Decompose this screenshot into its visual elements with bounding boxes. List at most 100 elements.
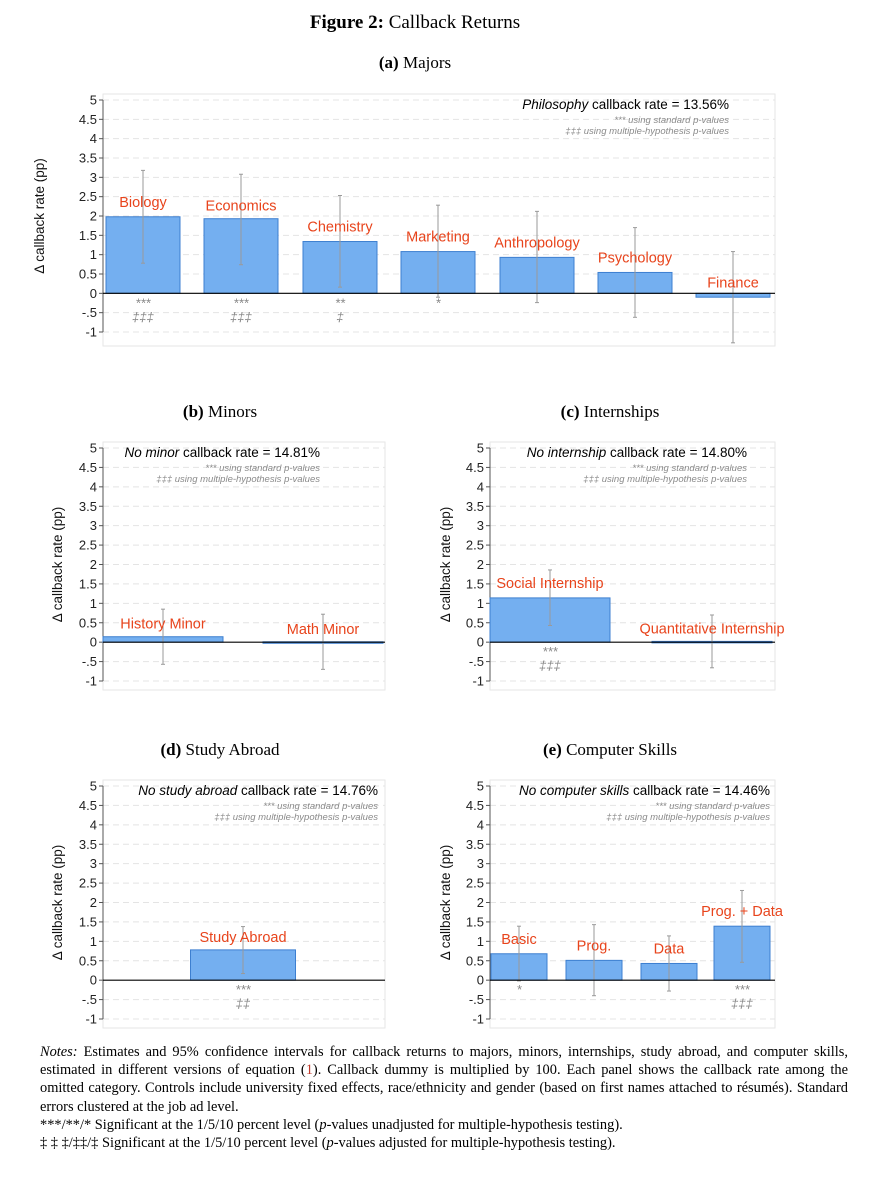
significance-stars-1: *** [233,295,249,310]
category-label-0: Study Abroad [199,930,286,946]
y-tick-label: -.5 [82,654,97,669]
baseline-callback-rate: Philosophy callback rate = 13.56% [522,97,729,112]
y-tick-label: 3 [477,518,484,533]
note-standard-p: *** using standard p-values [205,463,320,474]
baseline-rate: callback rate = 14.46% [629,783,770,798]
baseline-rate: callback rate = 14.76% [237,783,378,798]
panel-d-title: (d) Study Abroad [160,740,280,759]
y-tick-label: 1 [477,596,484,611]
significance-daggers-3: ‡‡‡ [731,996,753,1011]
y-tick-label: 2.5 [79,876,97,891]
y-tick-label: 2.5 [79,189,97,204]
note-multiple-p: ‡‡‡ using multiple-hypothesis p-values [156,474,320,485]
category-label-1: Economics [206,199,277,215]
category-label-3: Marketing [406,230,470,246]
chart-panel-majors: 5 4.5 4 3.5 3 2.5 2 1.5 1 0.5 0 -.5 -1 Δ callback rat… [32,93,776,347]
category-label-3: Prog. + Data [701,904,784,920]
y-tick-label: 4 [90,817,97,832]
y-tick-label: 4.5 [79,798,97,813]
y-axis-label: Δ callback rate (pp) [32,158,47,274]
notes-stars-legend: ***/**/* Significant at the 1/5/10 perce… [40,1116,623,1133]
baseline-callback-rate: No minor callback rate = 14.81% [125,445,320,460]
significance-daggers-0: ‡‡‡ [132,309,154,324]
y-axis-label: Δ callback rate (pp) [50,507,65,623]
y-tick-label: -.5 [82,305,97,320]
y-tick-label: 0.5 [466,615,484,630]
y-axis-label: Δ callback rate (pp) [438,507,453,623]
y-tick-label: -1 [85,325,97,340]
panel-e-title: (e) Computer Skills [542,740,678,759]
y-tick-label: 1.5 [466,914,484,929]
significance-daggers-2: ‡ [336,309,344,324]
y-tick-label: -1 [85,1012,97,1027]
baseline-category: No computer skills [519,783,630,798]
baseline-category: No internship [527,445,607,460]
category-label-0: Basic [501,932,536,948]
y-tick-label: -1 [85,674,97,689]
y-tick-label: 5 [477,779,484,794]
y-tick-label: 4.5 [466,798,484,813]
category-label-1: Quantitative Internship [639,621,784,637]
significance-stars-3: *** [734,982,750,997]
y-tick-label: 0 [90,286,97,301]
note-multiple-p: ‡‡‡ using multiple-hypothesis p-values [606,812,770,823]
y-axis-label: Δ callback rate (pp) [438,845,453,961]
y-tick-label: 3 [477,856,484,871]
chart-panel-internships: 5 4.5 4 3.5 3 2.5 2 1.5 1 0.5 0 -.5 -1 Δ callback rat… [438,441,785,691]
category-label-6: Finance [707,275,759,291]
y-tick-label: 0.5 [466,953,484,968]
baseline-rate: callback rate = 14.81% [179,445,320,460]
y-tick-label: 1.5 [466,576,484,591]
y-tick-label: 1 [477,934,484,949]
y-tick-label: 1.5 [79,576,97,591]
baseline-category: No study abroad [138,783,238,798]
figure-title: Figure 2: Callback Returns [0,12,830,34]
y-tick-label: 0.5 [79,615,97,630]
baseline-callback-rate: No study abroad callback rate = 14.76% [138,783,378,798]
y-tick-label: 4.5 [466,460,484,475]
significance-stars-0: * [516,982,522,997]
y-tick-label: 2 [90,209,97,224]
y-tick-label: 3 [90,170,97,185]
significance-stars-0: *** [235,982,251,997]
category-label-1: Math Minor [287,622,360,638]
y-tick-label: 0.5 [79,267,97,282]
y-tick-label: 1 [90,247,97,262]
category-label-0: Biology [119,195,167,211]
y-tick-label: 1 [90,934,97,949]
category-label-2: Data [654,941,686,957]
figure-notes: Notes: Estimates and 95% confidence inte… [40,1043,848,1152]
y-tick-label: 2.5 [79,538,97,553]
y-tick-label: 0 [90,635,97,650]
y-tick-label: 3.5 [79,837,97,852]
y-tick-label: 4 [90,131,97,146]
significance-stars-0: *** [542,644,558,659]
y-tick-label: 4.5 [79,460,97,475]
baseline-rate: callback rate = 14.80% [606,445,747,460]
y-tick-label: 1.5 [79,914,97,929]
y-tick-label: -.5 [469,654,484,669]
panel-c-title: (c) Internships [560,402,660,421]
y-tick-label: 0 [477,973,484,988]
significance-daggers-0: ‡‡ [236,996,251,1011]
y-tick-label: 1 [90,596,97,611]
y-tick-label: -1 [472,674,484,689]
panel-a-title: (a) Majors [378,53,452,72]
y-tick-label: 0.5 [79,953,97,968]
significance-daggers-1: ‡‡‡ [230,309,252,324]
note-multiple-p: ‡‡‡ using multiple-hypothesis p-values [565,126,729,137]
note-standard-p: *** using standard p-values [632,463,747,474]
y-tick-label: 3.5 [466,837,484,852]
y-tick-label: 0 [90,973,97,988]
notes-paragraph: Notes: Estimates and 95% confidence inte… [40,1044,848,1115]
category-label-4: Anthropology [494,235,580,251]
significance-stars-0: *** [135,295,151,310]
y-tick-label: 4.5 [79,112,97,127]
y-tick-label: 5 [90,779,97,794]
baseline-category: No minor [125,445,180,460]
category-label-2: Chemistry [307,220,373,236]
y-tick-label: 2 [90,557,97,572]
equation-ref-link[interactable]: 1 [305,1062,313,1079]
category-label-0: History Minor [120,617,206,633]
